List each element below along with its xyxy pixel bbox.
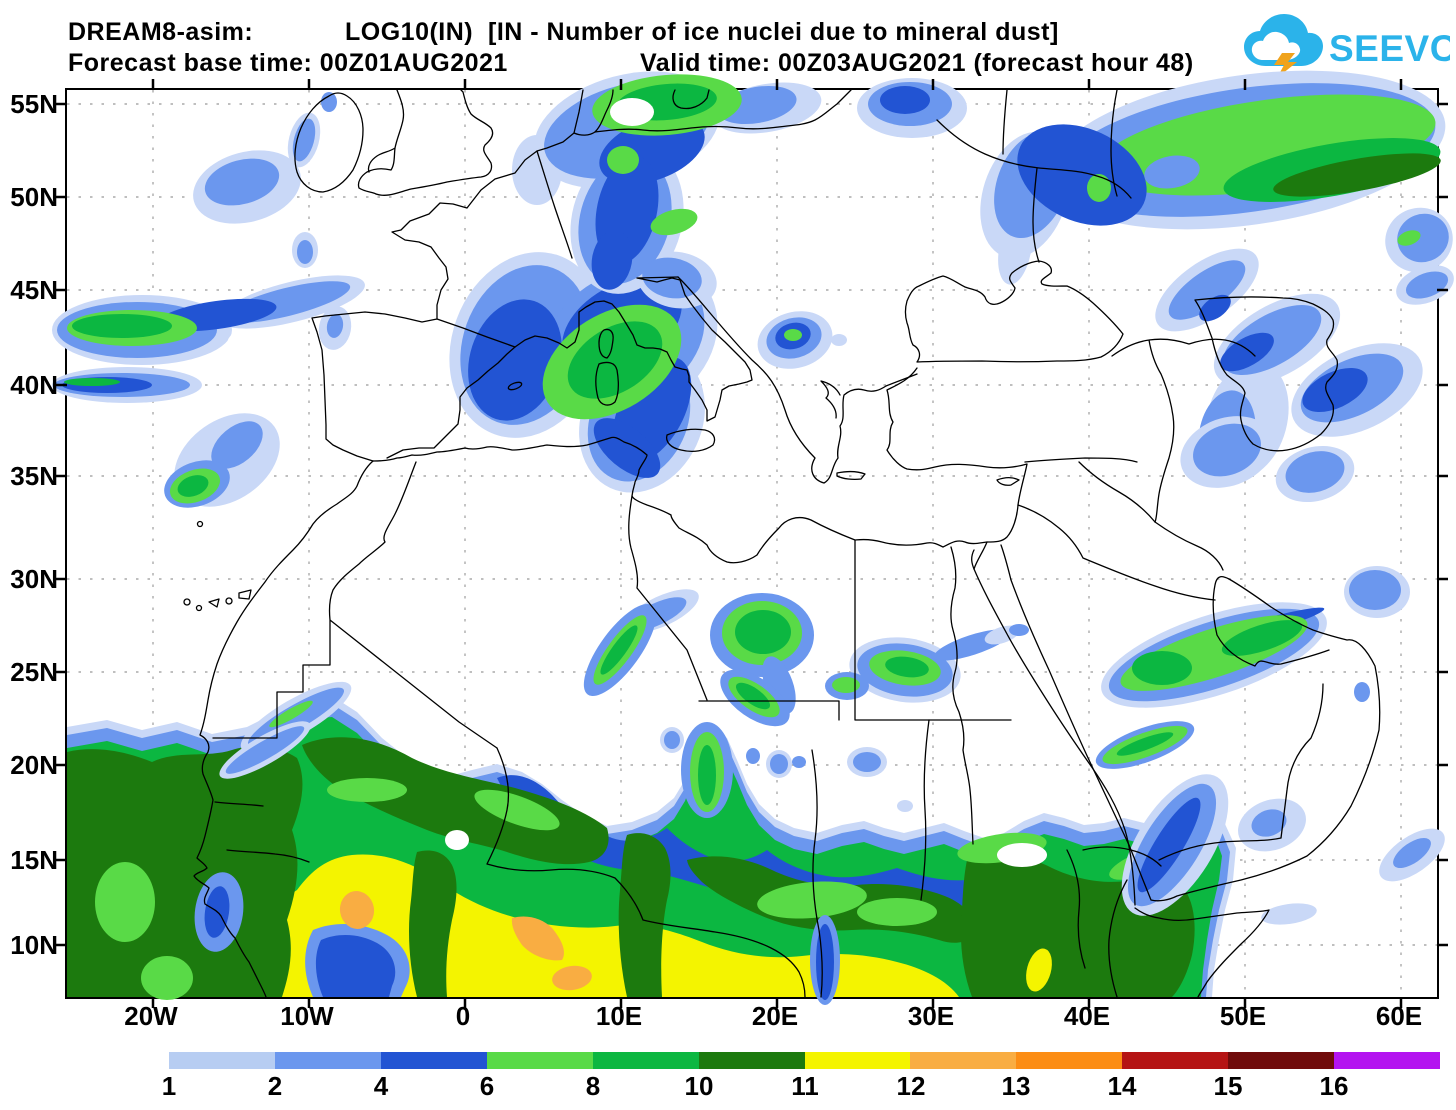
- legend-swatch: [1122, 1052, 1229, 1069]
- legend-swatch: [1228, 1052, 1335, 1069]
- model-name: DREAM8-asim:: [68, 18, 254, 46]
- legend-swatch: [169, 1052, 275, 1069]
- legend-label: 14: [1107, 1071, 1137, 1101]
- logo-text: SEEVCCC: [1329, 28, 1450, 69]
- x-axis-label: 40E: [1063, 1001, 1111, 1031]
- legend-swatch: [910, 1052, 1017, 1069]
- legend-swatch: [592, 1052, 699, 1069]
- legend-label: 13: [1001, 1071, 1031, 1101]
- legend-label: 6: [479, 1071, 495, 1101]
- x-axis-label: 30E: [907, 1001, 955, 1031]
- y-axis-label: 15N: [10, 845, 58, 875]
- legend-label: 11: [791, 1071, 819, 1101]
- legend-label: 8: [585, 1071, 601, 1101]
- legend-label: 12: [896, 1071, 926, 1101]
- legend-swatch: [486, 1052, 593, 1069]
- valid-time: Valid time: 00Z03AUG2021 (forecast hour …: [640, 49, 1194, 77]
- legend-swatch: [274, 1052, 381, 1069]
- x-axis-label: 10E: [595, 1001, 643, 1031]
- seevccc-logo: SEEVCCC: [1244, 14, 1450, 78]
- legend-swatch: [804, 1052, 911, 1069]
- cloud-icon: [1244, 14, 1323, 78]
- contour-fill-layer: [52, 70, 1454, 1005]
- y-axis-label: 25N: [10, 657, 58, 687]
- legend-label: 15: [1213, 1071, 1243, 1101]
- legend-swatch: [380, 1052, 487, 1069]
- legend-swatch: [1016, 1052, 1123, 1069]
- x-axis-label: 50E: [1219, 1001, 1267, 1031]
- x-axis-label: 0: [455, 1001, 471, 1031]
- map-plot-area: [52, 70, 1454, 1008]
- legend-swatch: [1334, 1052, 1441, 1069]
- coastlines-borders: [183, 89, 1381, 998]
- x-axis-label: 20E: [751, 1001, 799, 1031]
- y-axis-label: 20N: [10, 750, 58, 780]
- legend-label: 4: [373, 1071, 389, 1101]
- legend-swatch: [698, 1052, 805, 1069]
- forecast-base-time: Forecast base time: 00Z01AUG2021: [68, 49, 508, 77]
- y-axis-label: 30N: [10, 564, 58, 594]
- y-axis-label: 50N: [10, 182, 58, 212]
- y-axis-label: 10N: [10, 930, 58, 960]
- y-axis-label: 40N: [10, 370, 58, 400]
- y-axis-label: 45N: [10, 275, 58, 305]
- color-scale-bar: [169, 1052, 1441, 1069]
- y-axis-label: 35N: [10, 461, 58, 491]
- forecast-map: [52, 70, 1454, 1008]
- map-frame-ticks: [56, 79, 1448, 1008]
- legend-label: 10: [684, 1071, 714, 1101]
- legend-label: 16: [1319, 1071, 1349, 1101]
- legend-label: 2: [267, 1071, 283, 1101]
- x-axis-label: 10W: [280, 1001, 334, 1031]
- legend-label: 1: [161, 1071, 177, 1101]
- x-axis-label: 60E: [1375, 1001, 1423, 1031]
- x-axis-label: 20W: [124, 1001, 178, 1031]
- y-axis-label: 55N: [10, 89, 58, 119]
- variable-title: LOG10(IN) [IN - Number of ice nuclei due…: [345, 18, 1059, 46]
